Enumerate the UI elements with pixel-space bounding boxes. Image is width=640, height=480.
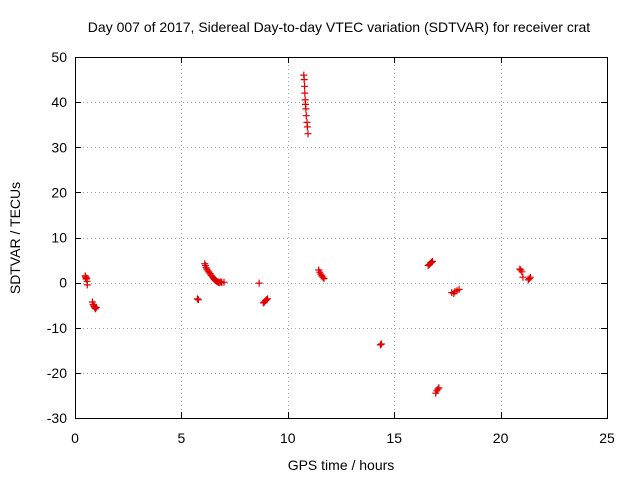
chart-title: Day 007 of 2017, Sidereal Day-to-day VTE…: [88, 19, 590, 35]
data-point: [434, 385, 442, 393]
x-tick-labels: 0 5 10 15 20 25: [71, 430, 615, 446]
data-point: [518, 268, 526, 276]
y-tick-label: 10: [51, 230, 67, 246]
data-point: [429, 257, 436, 265]
data-point: [302, 112, 310, 120]
data-point: [194, 296, 202, 304]
data-point: [304, 130, 312, 138]
data-point: [519, 273, 527, 281]
y-tick-label: 30: [51, 139, 67, 155]
grid-lines: [75, 57, 607, 418]
data-point: [377, 340, 385, 348]
data-point: [455, 285, 463, 293]
data-point: [83, 281, 91, 289]
y-tick-labels: -30 -20 -10 0 10 20 30 40 50: [47, 49, 67, 426]
data-points: [81, 71, 534, 397]
data-point: [526, 273, 534, 281]
x-tick-label: 10: [280, 430, 296, 446]
x-tick-label: 15: [386, 430, 402, 446]
data-point: [92, 303, 100, 311]
data-point: [301, 82, 309, 90]
data-point: [320, 275, 328, 283]
y-tick-label: 40: [51, 94, 67, 110]
x-tick-label: 5: [178, 430, 186, 446]
data-point: [435, 384, 443, 392]
x-axis-label: GPS time / hours: [288, 457, 395, 473]
data-point: [193, 295, 201, 303]
y-tick-label: -30: [47, 410, 67, 426]
y-tick-label: 50: [51, 49, 67, 65]
data-point: [517, 266, 525, 274]
x-tick-label: 0: [71, 430, 79, 446]
data-point: [264, 295, 272, 303]
y-tick-label: -10: [47, 320, 67, 336]
y-tick-label: 20: [51, 184, 67, 200]
data-point: [319, 273, 327, 281]
axis-ticks: [75, 57, 608, 419]
data-point: [255, 279, 263, 287]
x-tick-label: 20: [493, 430, 509, 446]
data-point: [300, 76, 308, 84]
y-tick-label: -20: [47, 365, 67, 381]
data-point: [92, 305, 100, 313]
data-point: [302, 105, 310, 113]
data-point: [427, 258, 435, 266]
data-point: [376, 341, 384, 349]
data-point: [525, 275, 533, 283]
y-axis-label: SDTVAR / TECUs: [7, 182, 23, 294]
data-point: [301, 89, 309, 97]
data-point: [303, 123, 311, 131]
data-point: [220, 278, 228, 286]
data-point: [263, 296, 270, 304]
x-tick-label: 25: [599, 430, 615, 446]
y-tick-label: 0: [59, 275, 67, 291]
